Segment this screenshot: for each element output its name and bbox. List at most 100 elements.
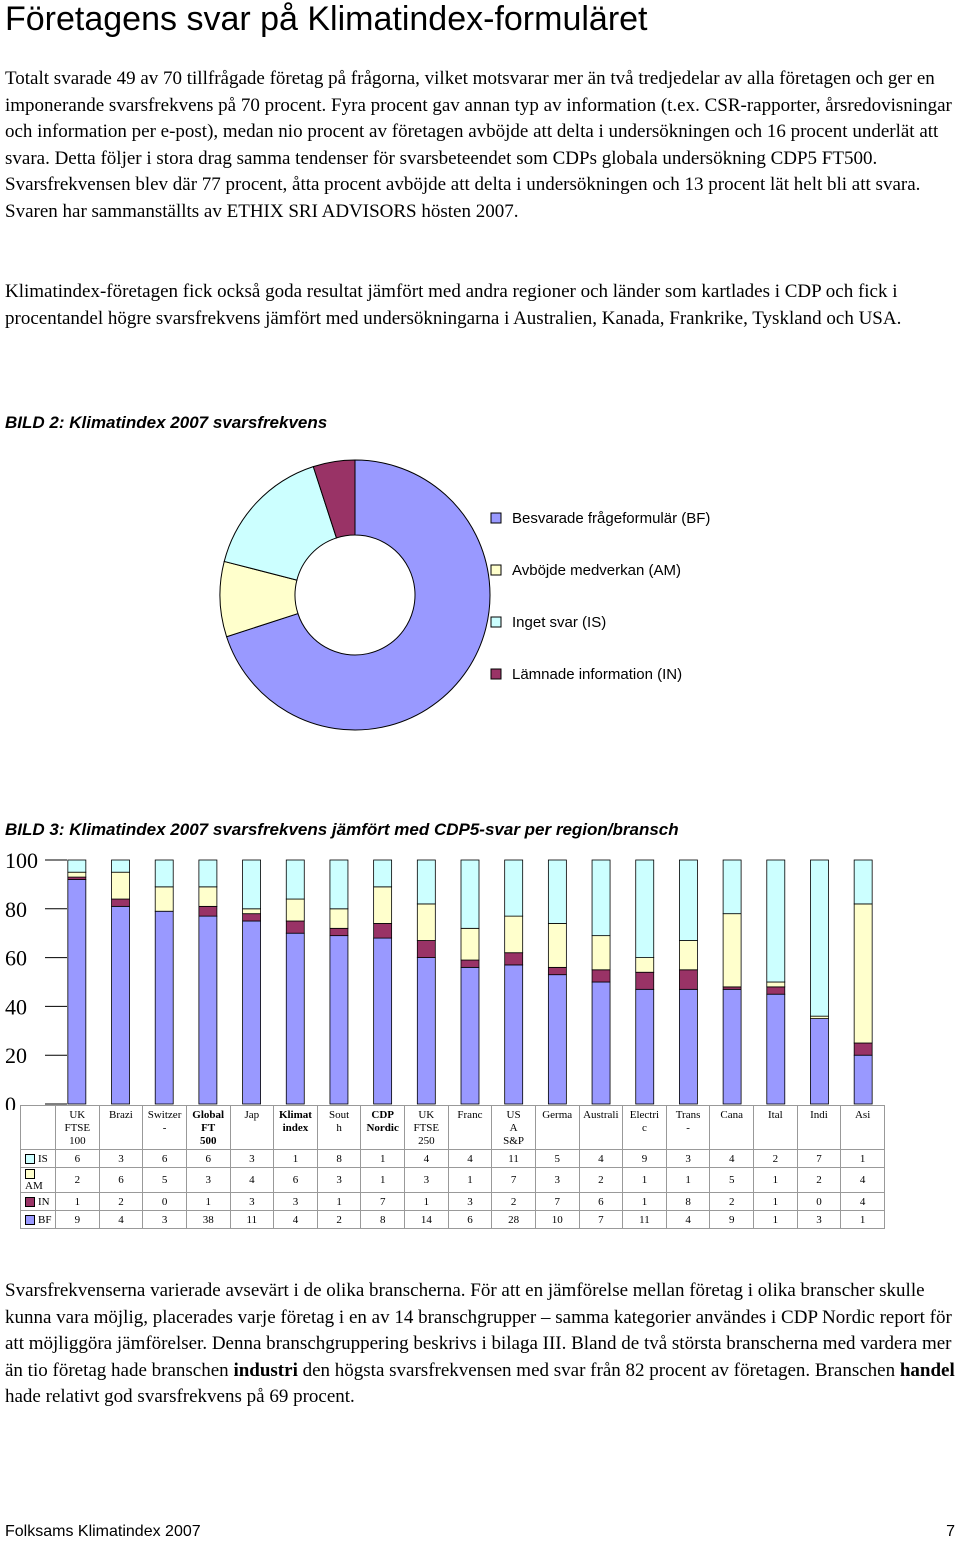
table-cell: 4 [98,1210,144,1229]
table-cell: 1 [622,1192,667,1211]
bar-segment [547,966,567,976]
pie-slice [225,459,491,731]
table-cell: 1 [840,1149,885,1168]
paragraph: Klimatindex-företagen fick också goda re… [5,281,902,329]
bar-segment [722,988,742,1105]
category-label: Global FT 500 [185,1105,231,1150]
donut-chart: Besvarade frågeformulär (BF) Avböjde medv… [219,459,710,731]
bold-text: industri [233,1359,298,1381]
category-label: UK FTSE 100 [55,1105,100,1150]
bar-segment [853,1042,873,1056]
table-cell: 2 [316,1210,362,1229]
table-cell: 2 [578,1167,624,1193]
bar-segment [373,886,393,924]
legend-label: Besvarade frågeformulär (BF) [512,510,710,527]
bar-segment [111,905,130,1105]
bar-segment [591,981,611,1105]
bold-text: handel [899,1359,955,1381]
table-cell: 7 [534,1192,580,1211]
row-label: IN [20,1192,56,1211]
text-run: Svarsfrekvenserna varierade avsevärt i d… [5,1280,952,1381]
bar-segment [285,898,305,922]
bar-segment [242,908,261,915]
text-run: hade relativt god svarsfrekvens på 69 pr… [5,1386,355,1408]
table-row: IN 1 2 0 1 3 3 1 7 1 3 2 7 6 1 8 2 1 0 4 [20,1192,885,1211]
category-label: Germa [534,1105,580,1150]
bar-segment [766,981,786,988]
pie-slice [312,459,356,539]
table-cell: 3 [665,1149,711,1168]
bar-segment [198,905,218,917]
bar-segment [373,923,393,939]
legend-key [25,1214,35,1225]
page-number: 7 [946,1523,955,1540]
table-cell: 1 [622,1167,667,1193]
table-cell: 1 [404,1192,449,1211]
bar-segment [853,903,873,1044]
bar-segment [329,935,349,1105]
table-row: AM 2 6 5 3 4 6 3 1 3 1 7 3 2 1 1 5 1 2 4 [20,1167,885,1193]
table-cell: 5 [534,1149,580,1168]
table-cell: 6 [447,1210,493,1229]
bar-segment [111,871,130,900]
bar-segment [722,913,742,988]
bar-segment [504,859,524,917]
figure-caption: BILD 2: Klimatindex 2007 svarsfrekvens [5,413,328,432]
y-tick-label: 100 [5,848,38,873]
category-label: Franc [447,1105,493,1150]
bar-segment [853,859,873,905]
bar-segment [547,974,567,1105]
table-cell: 7 [796,1149,842,1168]
category-label: Trans - [665,1105,711,1150]
table-cell: 4 [404,1149,449,1168]
legend-label: Inget svar (IS) [512,614,606,631]
bar-segment [154,910,174,1105]
table-cell: 14 [404,1210,449,1229]
table-cell: 3 [273,1192,318,1211]
corner-cell [20,1105,56,1150]
table-cell: 4 [578,1149,624,1168]
legend-label: Lämnade information (IN) [512,666,682,683]
table-cell: 4 [840,1192,885,1211]
table-cell: 1 [753,1167,798,1193]
table-cell: 11 [229,1210,275,1229]
bar-segment [679,988,698,1105]
bar-segment [373,859,393,888]
table-cell: 2 [98,1192,144,1211]
bar-segment [242,920,261,1105]
table-cell: 1 [840,1210,885,1229]
bar-segment [460,927,480,961]
table-cell: 9 [622,1149,667,1168]
table-cell: 0 [796,1192,842,1211]
footer-left: Folksams Klimatindex 2007 [5,1523,201,1540]
data-table: UK FTSE 100 Brazi Switzer - Global FT 500 Ja… [20,1105,885,1229]
table-cell: 1 [360,1149,405,1168]
category-label: Switzer - [142,1105,187,1150]
table-cell: 3 [534,1167,580,1193]
legend-key [490,512,502,524]
bar-segment [111,859,130,873]
bar-segment [242,859,261,910]
category-label: Klimat index [273,1105,318,1150]
row-label: BF [20,1210,56,1229]
figure-caption: BILD 3: Klimatindex 2007 svarsfrekvens j… [5,820,679,839]
category-label: CDP Nordic [360,1105,405,1150]
bar-segment [591,969,611,983]
legend-label: IS [38,1152,48,1165]
category-label: UK FTSE 250 [404,1105,449,1150]
bar-segment [766,859,786,983]
bar-segment [329,859,349,910]
category-label: Ital [753,1105,798,1150]
table-cell: 7 [578,1210,624,1229]
bar-segment [679,859,698,941]
bar-segment [285,920,305,934]
table-cell: 38 [185,1210,231,1229]
table-cell: 3 [404,1167,449,1193]
category-label: Sout h [316,1105,362,1150]
bar-segment [416,940,436,959]
legend-key [25,1196,35,1207]
category-label: Indi [796,1105,842,1150]
table-cell: 1 [316,1192,362,1211]
pie-slice [223,465,338,581]
